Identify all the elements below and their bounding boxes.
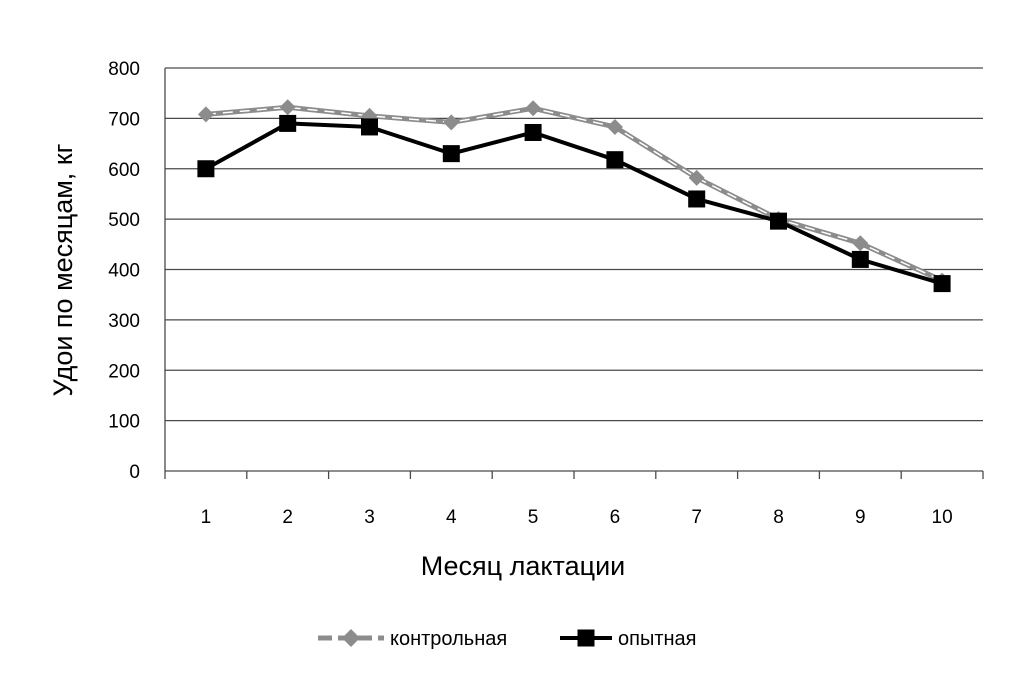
x-tick-label: 10 bbox=[932, 507, 953, 528]
series-2 bbox=[197, 114, 951, 293]
data-point bbox=[279, 114, 297, 132]
x-tick-labels: 1 2 3 4 5 6 7 8 9 10 bbox=[201, 507, 953, 528]
data-point bbox=[851, 250, 869, 268]
series-line bbox=[204, 121, 943, 286]
grid-lines bbox=[165, 67, 983, 422]
data-point bbox=[279, 99, 296, 116]
x-axis-title: Месяц лактации bbox=[421, 551, 626, 581]
series-1 bbox=[197, 99, 951, 289]
data-point bbox=[442, 145, 460, 163]
data-point bbox=[197, 106, 214, 123]
data-point bbox=[606, 151, 624, 169]
x-tick-label: 5 bbox=[528, 507, 539, 528]
legend: контрольная опытная bbox=[318, 628, 697, 650]
data-point bbox=[443, 114, 460, 131]
x-tick-label: 3 bbox=[364, 507, 375, 528]
series-line-dash bbox=[205, 106, 943, 282]
x-tick-label: 1 bbox=[201, 507, 212, 528]
y-tick-label: 700 bbox=[108, 109, 140, 130]
y-tick-label: 0 bbox=[129, 462, 140, 483]
data-point bbox=[688, 190, 706, 208]
data-point bbox=[933, 275, 951, 293]
y-tick-labels: 0 100 200 300 400 500 600 700 800 bbox=[108, 59, 140, 483]
x-tick-label: 2 bbox=[282, 507, 293, 528]
legend-item-1: контрольная bbox=[318, 628, 507, 650]
y-tick-label: 500 bbox=[108, 210, 140, 231]
y-tick-label: 200 bbox=[108, 361, 140, 382]
data-point bbox=[361, 118, 378, 136]
data-point bbox=[606, 118, 623, 135]
axes bbox=[164, 68, 984, 479]
data-point bbox=[197, 160, 215, 178]
y-tick-label: 800 bbox=[108, 59, 140, 80]
x-tick-label: 8 bbox=[773, 507, 784, 528]
y-tick-label: 400 bbox=[108, 261, 140, 282]
legend-label: опытная bbox=[618, 628, 697, 650]
data-point bbox=[577, 629, 595, 647]
data-point bbox=[852, 235, 869, 252]
data-point bbox=[524, 123, 542, 141]
series-line bbox=[205, 104, 944, 283]
y-axis-title: Удои по месяцам, кг bbox=[48, 143, 78, 396]
x-tick-label: 7 bbox=[691, 507, 702, 528]
x-tick-label: 6 bbox=[610, 507, 621, 528]
y-tick-label: 100 bbox=[108, 412, 140, 433]
data-point bbox=[688, 169, 705, 186]
legend-item-2: опытная bbox=[560, 628, 697, 650]
legend-label: контрольная bbox=[390, 628, 507, 650]
y-tick-label: 600 bbox=[108, 160, 140, 181]
x-tick-label: 4 bbox=[446, 507, 457, 528]
y-tick-label: 300 bbox=[108, 311, 140, 332]
data-point bbox=[770, 212, 787, 230]
data-point bbox=[342, 629, 360, 647]
x-tick-label: 9 bbox=[855, 507, 866, 528]
series-layer bbox=[197, 99, 951, 293]
data-point bbox=[525, 100, 542, 117]
